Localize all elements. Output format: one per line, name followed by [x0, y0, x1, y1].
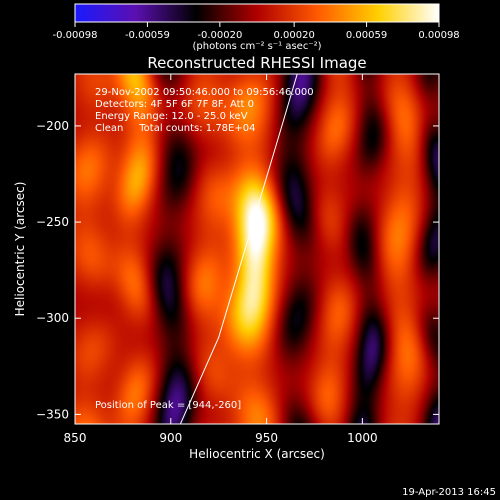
annotation-clean-counts: Clean Total counts: 1.78E+04 — [95, 123, 255, 134]
colorbar-bar — [74, 3, 440, 23]
y-tick-label: −250 — [36, 215, 69, 229]
annotation-time-range: 29-Nov-2002 09:50:46.000 to 09:56:46.000 — [95, 87, 314, 98]
annotation-detectors: Detectors: 4F 5F 6F 7F 8F, Att 0 — [95, 99, 254, 110]
colorbar-tick-label: 0.00098 — [418, 30, 459, 41]
plot-image-area — [75, 74, 439, 424]
annotation-peak-position: Position of Peak = [944,-260] — [95, 400, 241, 411]
heatmap-image — [75, 74, 439, 424]
colorbar-tick-label: -0.00020 — [197, 30, 242, 41]
plot-frame — [74, 73, 440, 425]
x-axis: 850 900 950 1000 — [64, 74, 378, 445]
colorbar-unit-label: (photons cm⁻² s⁻¹ asec⁻²) — [192, 41, 321, 52]
observation-annotations: 29-Nov-2002 09:50:46.000 to 09:56:46.000… — [95, 87, 314, 411]
colorbar-tick-label: 0.00020 — [273, 30, 314, 41]
y-tick-label: −350 — [36, 407, 69, 421]
x-tick-label: 900 — [159, 431, 182, 445]
y-tick-label: −300 — [36, 311, 69, 325]
x-tick-label: 1000 — [347, 431, 378, 445]
colorbar-tick-label: -0.00059 — [125, 30, 170, 41]
colorbar: -0.00098 -0.00059 -0.00020 0.00020 0.00059 0.… — [53, 3, 460, 52]
colorbar-tick-label: 0.00059 — [346, 30, 387, 41]
colorbar-tick-label: -0.00098 — [53, 30, 98, 41]
y-tick-label: −200 — [36, 119, 69, 133]
render-timestamp: 19-Apr-2013 16:45 — [402, 487, 496, 498]
y-axis-label: Heliocentric Y (arcsec) — [13, 182, 27, 317]
x-tick-label: 850 — [64, 431, 87, 445]
x-axis-label: Heliocentric X (arcsec) — [189, 447, 325, 461]
annotation-energy-range: Energy Range: 12.0 - 25.0 keV — [95, 111, 248, 122]
colorbar-ticks: -0.00098 -0.00059 -0.00020 0.00020 0.00059 0.… — [53, 22, 460, 41]
solar-limb-curve — [179, 74, 298, 424]
x-tick-label: 950 — [255, 431, 278, 445]
y-axis: −200 −250 −300 −350 — [36, 119, 439, 421]
chart-title: Reconstructed RHESSI Image — [147, 54, 366, 72]
